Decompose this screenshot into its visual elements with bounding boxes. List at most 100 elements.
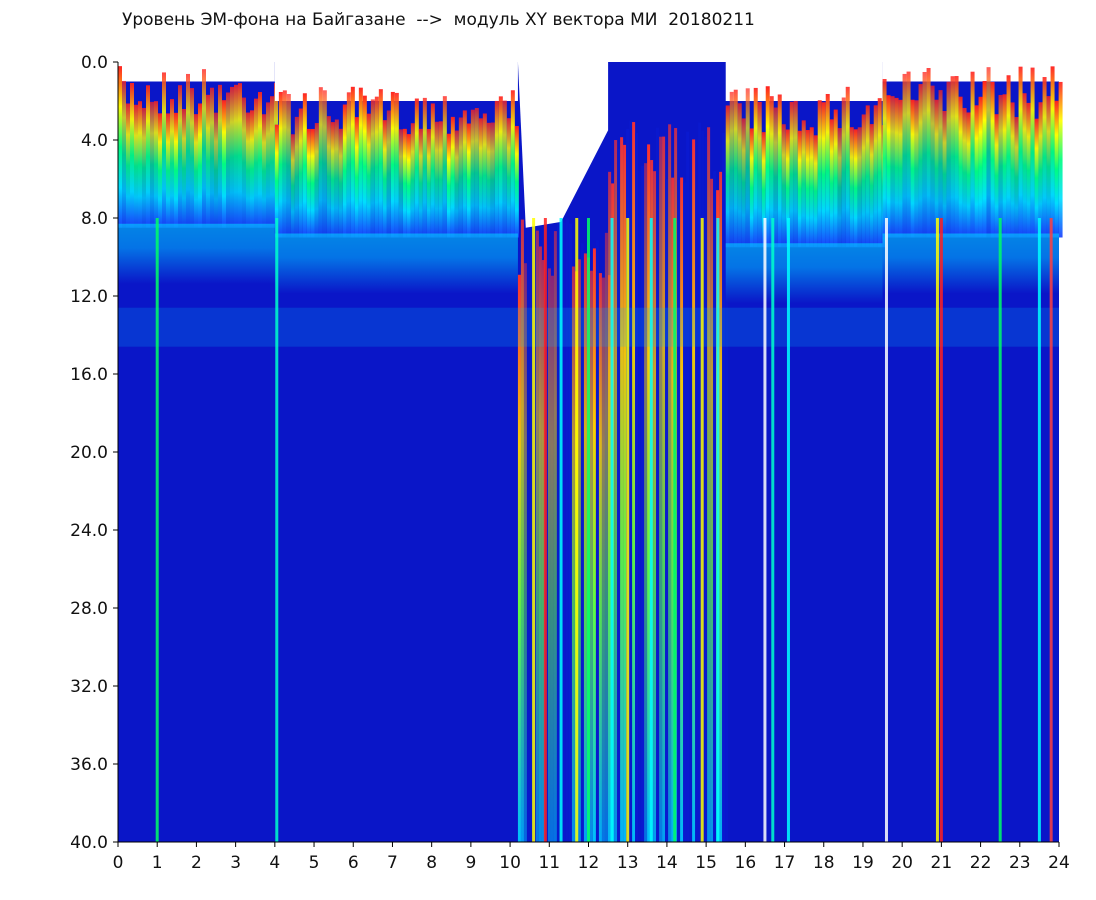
heatmap-region-4-column xyxy=(813,135,818,248)
heatmap-region-4-column xyxy=(773,107,778,248)
heatmap-streak-10 xyxy=(673,218,677,842)
heatmap-region-1-column xyxy=(402,128,407,238)
heatmap-region-2-column xyxy=(550,275,554,842)
heatmap-region-2-column xyxy=(589,270,593,843)
heatmap-region-0-column xyxy=(166,113,170,228)
heatmap-region-1-column xyxy=(430,103,435,238)
heatmap-region-5-column xyxy=(1002,94,1007,238)
heatmap-region-0-column xyxy=(142,107,146,228)
x-tick-label: 20 xyxy=(891,853,913,873)
heatmap-streak-9 xyxy=(649,218,653,842)
heatmap-region-1-column xyxy=(410,123,415,238)
heatmap-region-1-column xyxy=(330,122,335,238)
heatmap-region-1-column xyxy=(362,95,367,238)
heatmap-streak-11 xyxy=(700,218,704,842)
heatmap-region-1-column xyxy=(406,134,411,238)
heatmap-region-1-column xyxy=(306,128,311,238)
heatmap-streak-3 xyxy=(543,218,547,842)
heatmap-region-2-column xyxy=(538,246,542,842)
heatmap-region-1-column xyxy=(454,130,459,238)
heatmap-region-2-column xyxy=(523,263,527,842)
heatmap-region-5-column xyxy=(1010,102,1015,238)
heatmap-region-0-column xyxy=(206,94,210,228)
heatmap-region-4-column xyxy=(725,105,730,248)
heatmap-region-4-column xyxy=(821,102,826,248)
heatmap-region-4-column xyxy=(757,101,762,248)
heatmap-region-1-column xyxy=(310,128,315,238)
heatmap-region-4-column xyxy=(737,103,742,248)
x-tick-label: 1 xyxy=(152,853,163,873)
heatmap-region-0-column xyxy=(234,84,238,228)
heatmap-region-4-column xyxy=(825,93,830,248)
heatmap-region-0-column xyxy=(134,104,138,228)
heatmap-region-2-column xyxy=(580,243,584,842)
heatmap-region-4-column xyxy=(801,120,806,248)
heatmap-region-0-column xyxy=(122,80,126,228)
heatmap-region-0-column xyxy=(218,84,222,228)
heatmap-streak-1 xyxy=(275,218,279,842)
heatmap-region-4-column xyxy=(865,105,870,248)
heatmap-region-1-column xyxy=(278,91,283,238)
heatmap-region-1-halo xyxy=(274,233,518,294)
heatmap-region-5-column xyxy=(906,71,911,238)
heatmap-region-0-column xyxy=(242,97,246,228)
heatmap-region-5-column xyxy=(974,105,979,238)
y-tick-label: 16.0 xyxy=(70,365,108,385)
heatmap-region-5-column xyxy=(994,114,999,238)
heatmap-region-5-column xyxy=(1042,77,1047,238)
heatmap-region-4-column xyxy=(781,124,786,248)
heatmap-region-2-column xyxy=(517,274,521,842)
heatmap-region-4-column xyxy=(793,100,798,248)
heatmap-region-2-column xyxy=(595,240,599,842)
heatmap-region-5-halo xyxy=(882,233,1059,294)
heatmap-region-1-column xyxy=(398,129,403,238)
heatmap-region-1-column xyxy=(482,113,487,238)
heatmap-region-3-column xyxy=(671,177,675,842)
heatmap-region-5-column xyxy=(1058,81,1063,238)
x-tick-label: 11 xyxy=(538,853,560,873)
heatmap-region-2-column xyxy=(583,253,587,843)
heatmap-region-5-column xyxy=(1018,66,1023,238)
heatmap-streak-17 xyxy=(935,218,939,842)
heatmap-region-1-column xyxy=(466,123,471,238)
heatmap-region-4-column xyxy=(873,105,878,248)
heatmap-streak-4 xyxy=(559,218,563,842)
heatmap-region-5-column xyxy=(934,99,939,238)
heatmap-region-3-column xyxy=(629,120,633,842)
heatmap-region-1-column xyxy=(438,121,443,238)
heatmap-region-3-column xyxy=(647,144,651,843)
heatmap-region-4-column xyxy=(733,89,738,248)
heatmap-region-1-column xyxy=(298,108,303,238)
heatmap-region-0-column xyxy=(230,86,234,228)
heatmap-region-5-column xyxy=(1038,102,1043,238)
heatmap-region-5-column xyxy=(898,99,903,238)
x-tick-label: 4 xyxy=(269,853,280,873)
heatmap-region-3-column xyxy=(641,165,645,842)
heatmap-region-1-column xyxy=(426,129,431,238)
heatmap-region-3-column xyxy=(614,140,618,842)
heatmap-region-2-column xyxy=(526,226,530,843)
heatmap-region-4-column xyxy=(833,109,838,248)
heatmap-region-5-column xyxy=(902,73,907,238)
heatmap-region-0-column xyxy=(146,85,150,228)
heatmap-region-1-column xyxy=(494,100,499,238)
heatmap-region-0-column xyxy=(130,83,134,228)
heatmap-region-5-column xyxy=(950,76,955,238)
heatmap-region-0-column xyxy=(178,85,182,228)
heatmap-region-0-column xyxy=(186,73,190,228)
heatmap-region-2-column xyxy=(553,231,557,842)
heatmap-region-2-column xyxy=(604,232,608,843)
heatmap-region-0-column xyxy=(202,69,206,228)
heatmap-region-2-column xyxy=(568,223,572,842)
heatmap-streak-7 xyxy=(610,218,614,842)
heatmap-region-0-column xyxy=(174,112,178,228)
heatmap-region-3-column xyxy=(719,171,723,842)
heatmap-region-4-column xyxy=(729,91,734,248)
heatmap-region-2-column xyxy=(571,266,575,842)
heatmap-region-5-column xyxy=(958,96,963,238)
heatmap-region-0-halo xyxy=(118,223,275,284)
heatmap-region-1-column xyxy=(374,96,379,238)
heatmap-region-1-column xyxy=(354,117,359,238)
heatmap-region-3-column xyxy=(617,149,621,842)
